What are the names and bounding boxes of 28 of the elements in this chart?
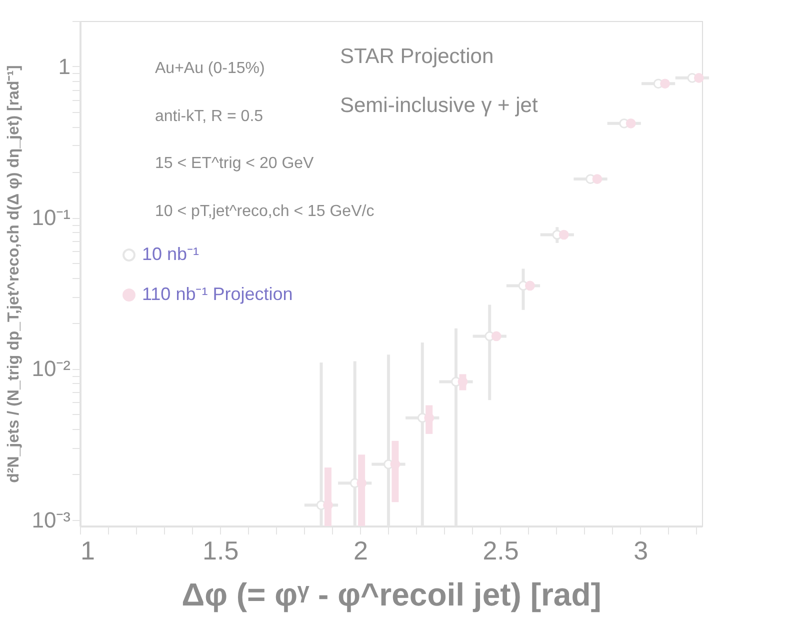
point [660,78,670,89]
y-tick-label: 10⁻¹ [32,205,70,230]
point [626,118,636,128]
annotation: STAR Projection [340,45,494,68]
x-tick-label: 3 [634,536,648,566]
annotation: anti-kT, R = 0.5 [155,108,264,125]
y-axis-title: d²N_jets / (N_trig dp_T,jet^reco,ch d(Δ φ) dη_jet) [rad⁻¹] [6,65,23,483]
annotation: 15 < ET^trig < 20 GeV [155,155,314,172]
y-tick-label: 10⁻² [32,356,70,382]
y-tick-label: 1 [58,54,70,79]
annotation: Au+Au (0-15%) [155,60,265,77]
point [694,73,704,83]
legend-label: 10 nb⁻¹ [142,244,200,264]
legend-label: 110 nb⁻¹ Projection [142,284,293,304]
x-tick-label: 2.5 [482,536,519,566]
point [592,174,602,184]
annotation: 10 < pT,jet^reco,ch < 15 GeV/c [155,203,374,220]
point [491,331,502,342]
x-tick-label: 1 [80,536,95,566]
x-axis-title: Δφ (= φᵞ - φ^recoil jet) [rad] [182,576,602,612]
point [390,459,400,470]
point [458,376,468,387]
x-tick-label: 2 [353,536,368,566]
annotation: Semi-inclusive γ + jet [340,94,538,117]
y-tick-label: 10⁻³ [32,507,70,532]
point [558,230,569,240]
x-tick-label: 1.5 [202,536,239,566]
point [525,280,535,291]
